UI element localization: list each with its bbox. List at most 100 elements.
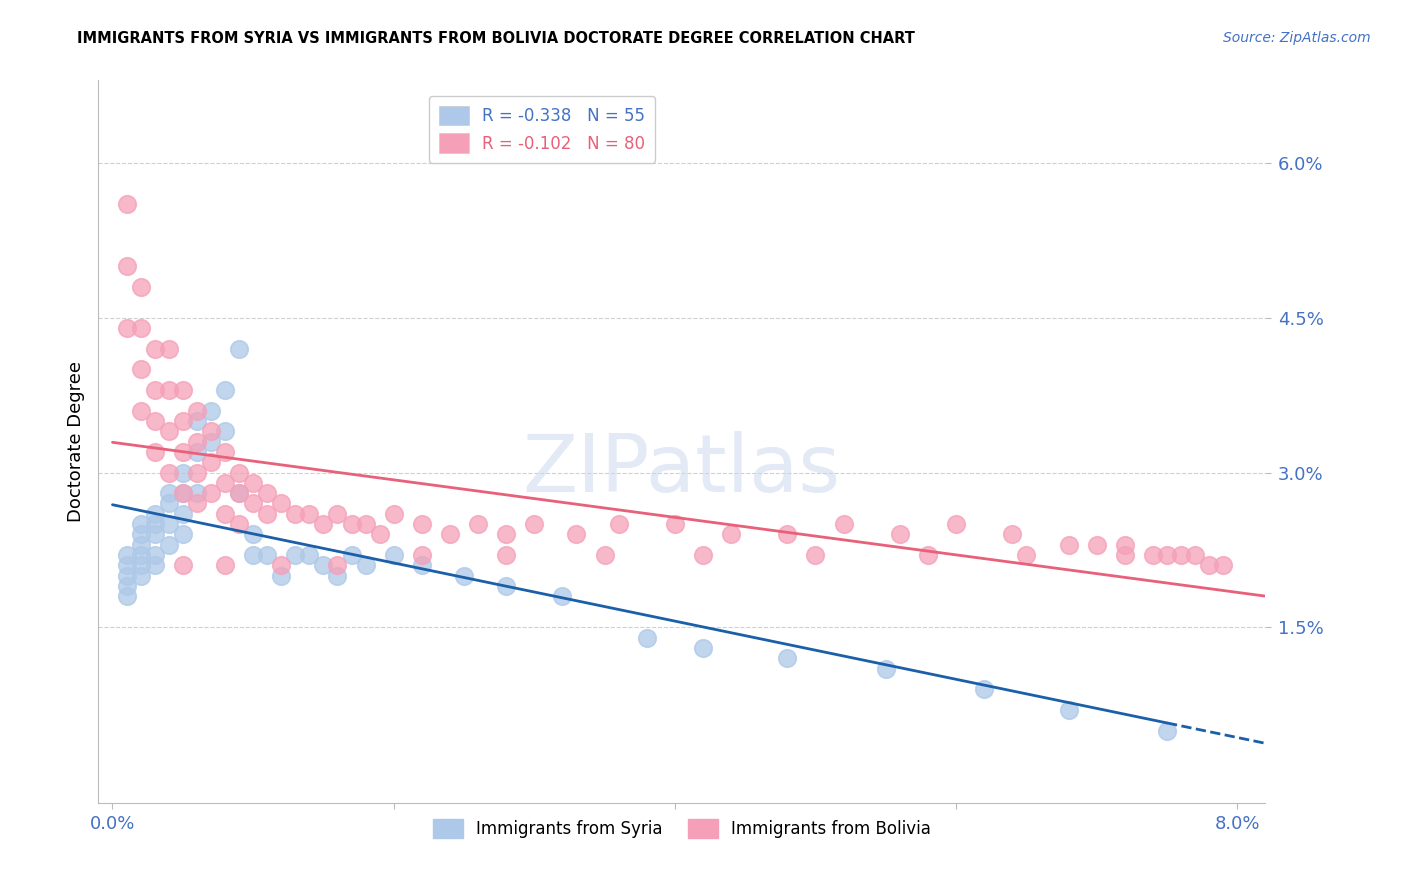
Point <box>242 548 264 562</box>
Point <box>720 527 742 541</box>
Point <box>326 507 349 521</box>
Point <box>214 475 236 490</box>
Point <box>1184 548 1206 562</box>
Point <box>832 517 855 532</box>
Point <box>382 507 405 521</box>
Text: IMMIGRANTS FROM SYRIA VS IMMIGRANTS FROM BOLIVIA DOCTORATE DEGREE CORRELATION CH: IMMIGRANTS FROM SYRIA VS IMMIGRANTS FROM… <box>77 31 915 46</box>
Point <box>228 486 250 500</box>
Point <box>340 548 363 562</box>
Point <box>1085 538 1108 552</box>
Point <box>143 445 166 459</box>
Point <box>172 558 194 573</box>
Point <box>129 568 152 582</box>
Point <box>340 517 363 532</box>
Point <box>256 548 278 562</box>
Point <box>157 538 180 552</box>
Point <box>256 486 278 500</box>
Point <box>186 496 208 510</box>
Point <box>551 590 574 604</box>
Point <box>692 548 714 562</box>
Point <box>200 424 222 438</box>
Point <box>565 527 588 541</box>
Point <box>214 558 236 573</box>
Point <box>200 455 222 469</box>
Point <box>129 558 152 573</box>
Point <box>1156 723 1178 738</box>
Point <box>1114 538 1136 552</box>
Point <box>172 527 194 541</box>
Point <box>270 496 292 510</box>
Point <box>354 558 377 573</box>
Point <box>143 414 166 428</box>
Legend: Immigrants from Syria, Immigrants from Bolivia: Immigrants from Syria, Immigrants from B… <box>426 813 938 845</box>
Point <box>636 631 658 645</box>
Point <box>776 527 799 541</box>
Point <box>115 259 138 273</box>
Point <box>115 548 138 562</box>
Point <box>664 517 686 532</box>
Point <box>200 486 222 500</box>
Point <box>186 486 208 500</box>
Point <box>200 403 222 417</box>
Point <box>157 424 180 438</box>
Text: ZIPatlas: ZIPatlas <box>523 432 841 509</box>
Point <box>214 507 236 521</box>
Point <box>804 548 827 562</box>
Point <box>242 496 264 510</box>
Point <box>186 403 208 417</box>
Point <box>270 568 292 582</box>
Point <box>143 548 166 562</box>
Point <box>172 383 194 397</box>
Point <box>411 548 433 562</box>
Point <box>157 466 180 480</box>
Point <box>129 548 152 562</box>
Point <box>1212 558 1234 573</box>
Point <box>607 517 630 532</box>
Point <box>523 517 546 532</box>
Point <box>186 445 208 459</box>
Point <box>1170 548 1192 562</box>
Point <box>115 568 138 582</box>
Point <box>228 342 250 356</box>
Point <box>1057 538 1080 552</box>
Point <box>172 486 194 500</box>
Point <box>129 279 152 293</box>
Point <box>172 507 194 521</box>
Point <box>129 517 152 532</box>
Point <box>945 517 967 532</box>
Point <box>453 568 475 582</box>
Point <box>157 517 180 532</box>
Point <box>1057 703 1080 717</box>
Point <box>973 682 995 697</box>
Point <box>284 548 307 562</box>
Point <box>157 342 180 356</box>
Point <box>129 538 152 552</box>
Point <box>368 527 391 541</box>
Point <box>115 579 138 593</box>
Point <box>1156 548 1178 562</box>
Point <box>143 342 166 356</box>
Point <box>228 466 250 480</box>
Point <box>298 507 321 521</box>
Point <box>776 651 799 665</box>
Point <box>467 517 489 532</box>
Point <box>129 321 152 335</box>
Point <box>411 558 433 573</box>
Point <box>1015 548 1038 562</box>
Point <box>495 527 517 541</box>
Point <box>157 486 180 500</box>
Point <box>692 640 714 655</box>
Point <box>411 517 433 532</box>
Point <box>1001 527 1024 541</box>
Point <box>495 579 517 593</box>
Point <box>312 558 335 573</box>
Point <box>242 475 264 490</box>
Point <box>298 548 321 562</box>
Point <box>115 321 138 335</box>
Point <box>875 662 897 676</box>
Point <box>172 445 194 459</box>
Point <box>129 362 152 376</box>
Point <box>172 466 194 480</box>
Text: Source: ZipAtlas.com: Source: ZipAtlas.com <box>1223 31 1371 45</box>
Point <box>214 383 236 397</box>
